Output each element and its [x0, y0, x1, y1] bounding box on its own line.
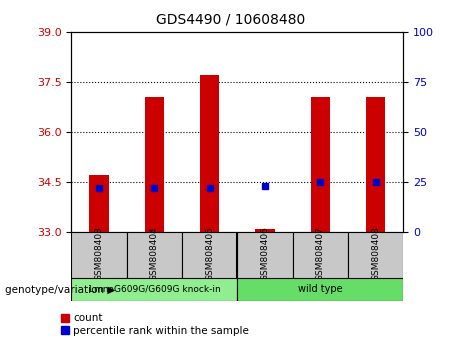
Bar — [366, 97, 385, 232]
Bar — [255, 229, 275, 232]
Bar — [237, 278, 403, 301]
Text: GSM808404: GSM808404 — [150, 227, 159, 281]
Legend: count, percentile rank within the sample: count, percentile rank within the sample — [60, 313, 249, 336]
Bar — [311, 97, 330, 232]
Text: wild type: wild type — [298, 284, 343, 295]
Text: GSM808407: GSM808407 — [316, 227, 325, 281]
Bar — [71, 278, 237, 301]
Bar — [348, 232, 403, 278]
Bar — [200, 75, 219, 232]
Text: GDS4490 / 10608480: GDS4490 / 10608480 — [156, 12, 305, 27]
Bar — [127, 232, 182, 278]
Text: LmnaG609G/G609G knock-in: LmnaG609G/G609G knock-in — [89, 285, 220, 294]
Bar — [145, 97, 164, 232]
Text: GSM808405: GSM808405 — [205, 227, 214, 281]
Text: GSM808403: GSM808403 — [95, 227, 104, 281]
Bar — [293, 232, 348, 278]
Bar — [237, 232, 293, 278]
Bar — [182, 232, 237, 278]
Text: GSM808408: GSM808408 — [371, 227, 380, 281]
Bar — [89, 175, 109, 232]
Text: GSM808406: GSM808406 — [260, 227, 270, 281]
Bar — [71, 232, 127, 278]
Text: genotype/variation ▶: genotype/variation ▶ — [5, 285, 115, 295]
